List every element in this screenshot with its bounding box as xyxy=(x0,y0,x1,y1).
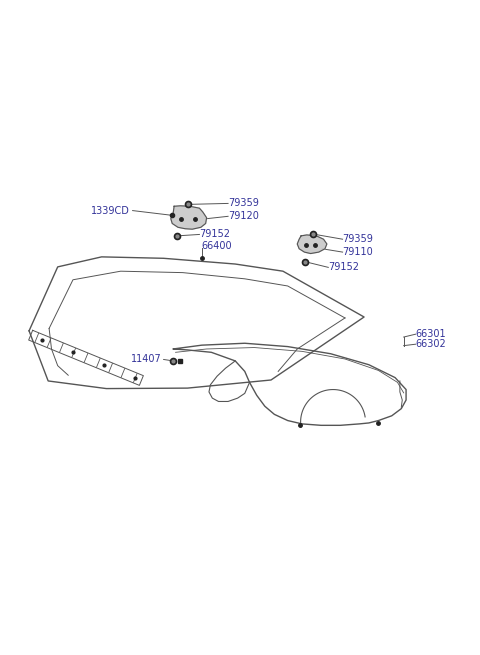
Text: 79359: 79359 xyxy=(343,234,373,244)
Text: 66400: 66400 xyxy=(202,242,232,252)
Text: 79152: 79152 xyxy=(199,229,230,240)
Text: 1339CD: 1339CD xyxy=(91,206,130,215)
Text: 66302: 66302 xyxy=(416,339,446,349)
Text: 11407: 11407 xyxy=(131,354,161,364)
Text: 79110: 79110 xyxy=(343,247,373,257)
Polygon shape xyxy=(297,235,327,253)
Text: 79152: 79152 xyxy=(328,263,360,272)
Text: 66301: 66301 xyxy=(416,329,446,339)
Text: 79359: 79359 xyxy=(228,198,259,208)
Polygon shape xyxy=(171,206,206,229)
Text: 79120: 79120 xyxy=(228,212,259,221)
